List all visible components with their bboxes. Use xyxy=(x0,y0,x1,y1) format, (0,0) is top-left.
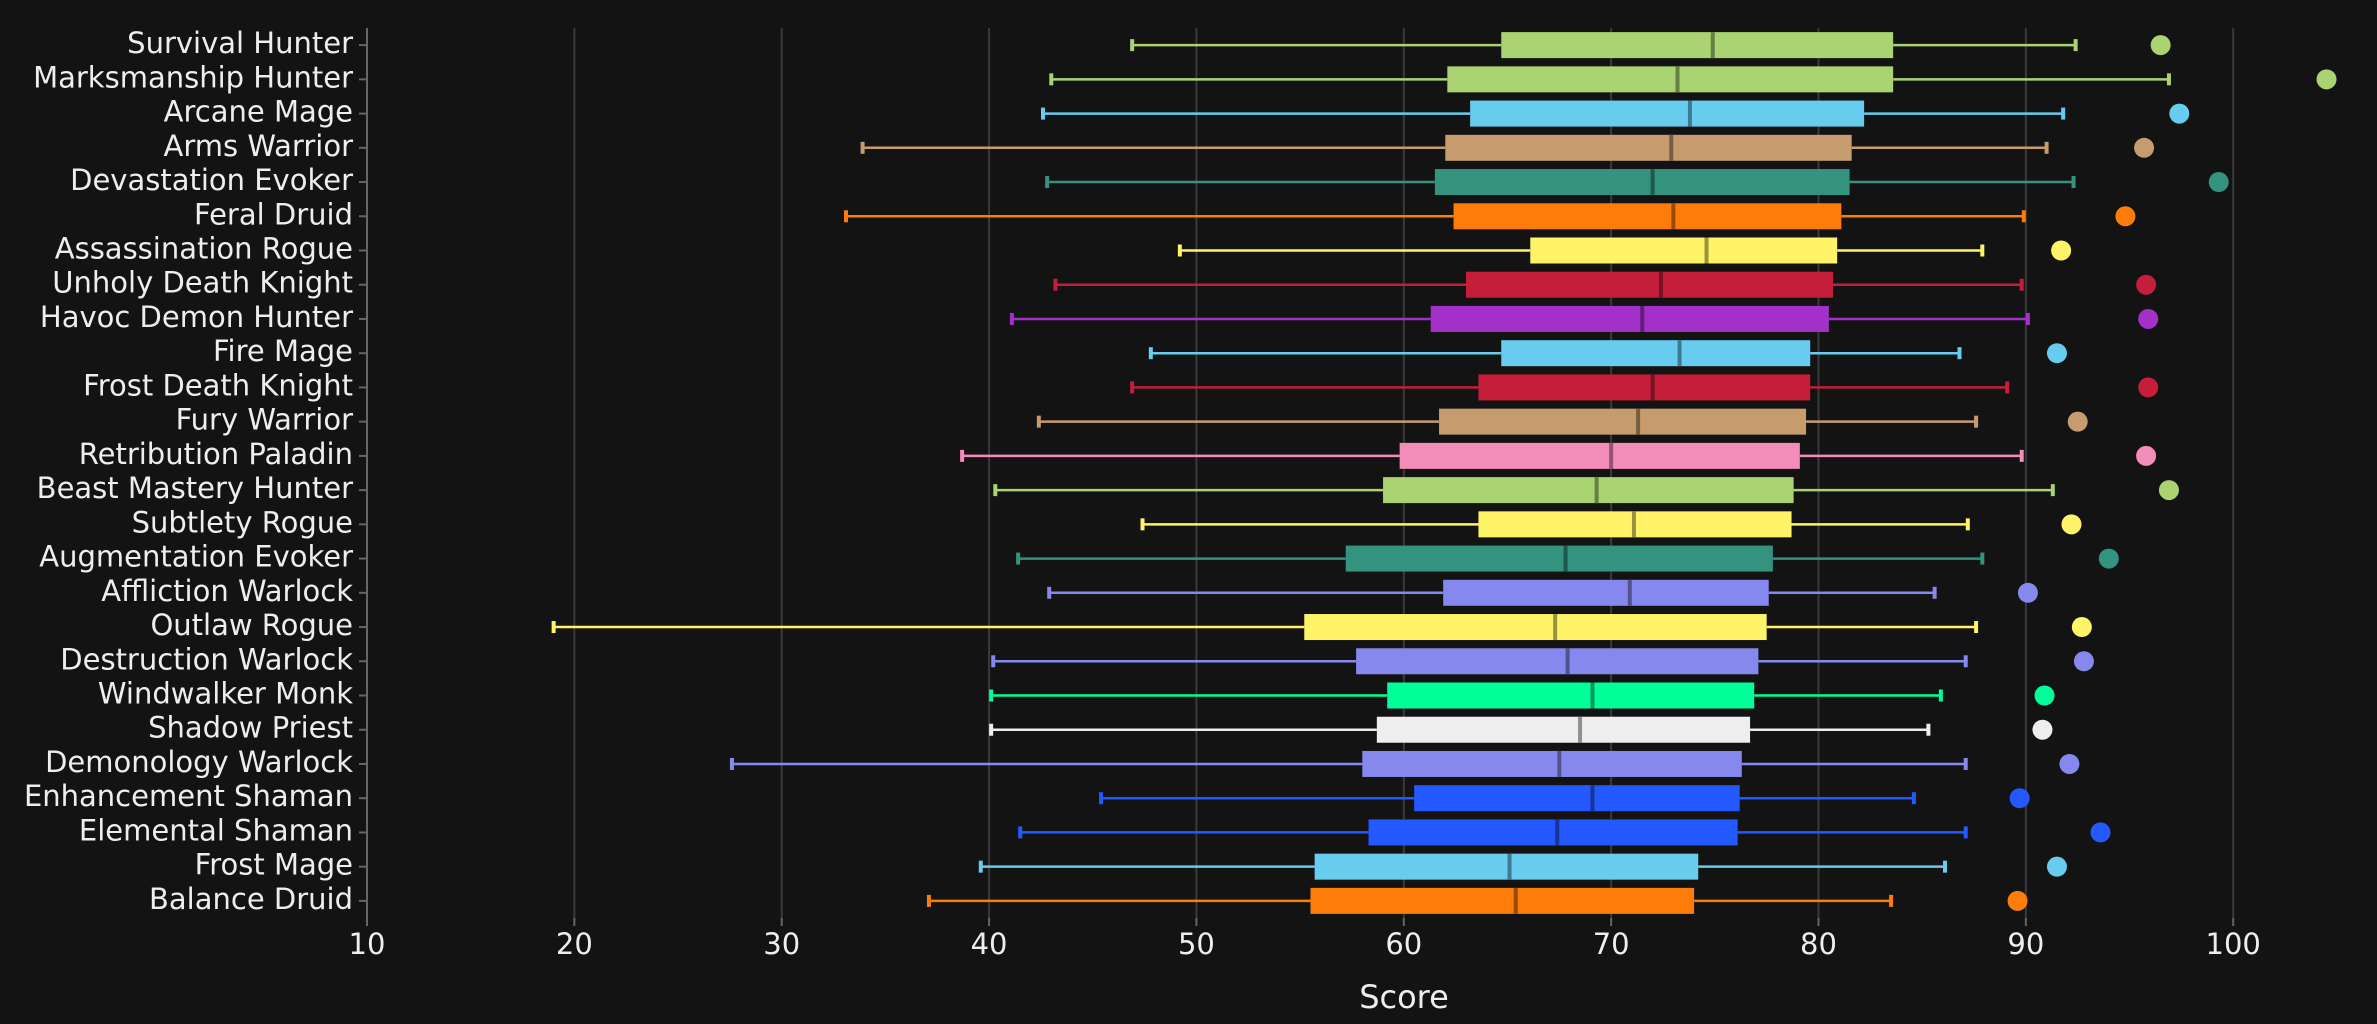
box xyxy=(1345,545,1773,572)
box xyxy=(1453,203,1842,230)
outlier xyxy=(2059,753,2080,774)
box xyxy=(1376,716,1751,743)
category-label: Retribution Paladin xyxy=(79,437,353,471)
box xyxy=(1414,785,1740,812)
outlier xyxy=(2098,548,2119,569)
outlier xyxy=(2034,685,2055,706)
outlier xyxy=(2158,480,2179,501)
category-label: Devastation Evoker xyxy=(70,163,353,197)
category-label: Augmentation Evoker xyxy=(39,540,353,574)
box xyxy=(1314,853,1699,880)
box xyxy=(1530,237,1838,264)
outlier xyxy=(2017,582,2038,603)
x-axis-title: Score xyxy=(1359,978,1449,1016)
box xyxy=(1368,819,1738,846)
outlier xyxy=(2138,377,2159,398)
x-tick-label: 30 xyxy=(763,927,800,961)
box xyxy=(1478,374,1811,401)
outlier xyxy=(2208,172,2229,193)
outlier xyxy=(2090,822,2111,843)
category-label: Frost Mage xyxy=(195,848,353,882)
box xyxy=(1399,442,1800,469)
outlier xyxy=(2067,411,2088,432)
outlier xyxy=(2138,308,2159,329)
category-label: Elemental Shaman xyxy=(79,813,353,847)
box xyxy=(1383,477,1794,504)
category-label: Subtlety Rogue xyxy=(132,505,353,539)
category-label: Fury Warrior xyxy=(176,403,354,437)
category-label: Destruction Warlock xyxy=(60,642,353,676)
outlier xyxy=(2046,343,2067,364)
category-label: Outlaw Rogue xyxy=(150,608,353,642)
category-label: Feral Druid xyxy=(194,197,353,231)
outlier xyxy=(2007,890,2028,911)
box xyxy=(1465,271,1834,298)
box xyxy=(1387,682,1755,709)
box xyxy=(1310,887,1695,914)
category-label: Havoc Demon Hunter xyxy=(40,300,353,334)
category-label: Fire Mage xyxy=(213,334,353,368)
outlier xyxy=(2073,651,2094,672)
x-tick-label: 90 xyxy=(2007,927,2044,961)
category-label: Frost Death Knight xyxy=(83,368,353,402)
category-label: Arms Warrior xyxy=(164,129,354,163)
outlier xyxy=(2136,274,2157,295)
outlier xyxy=(2316,69,2337,90)
category-label: Beast Mastery Hunter xyxy=(37,471,353,505)
x-tick-label: 50 xyxy=(1178,927,1215,961)
outlier xyxy=(2115,206,2136,227)
outlier xyxy=(2134,137,2155,158)
outlier xyxy=(2009,788,2030,809)
box xyxy=(1356,648,1759,675)
category-label: Demonology Warlock xyxy=(45,745,353,779)
outlier xyxy=(2046,856,2067,877)
box xyxy=(1443,579,1769,606)
box xyxy=(1362,750,1742,777)
x-tick-label: 40 xyxy=(971,927,1008,961)
x-tick-label: 70 xyxy=(1593,927,1630,961)
x-tick-label: 60 xyxy=(1385,927,1422,961)
outlier xyxy=(2071,617,2092,638)
category-label: Marksmanship Hunter xyxy=(33,60,353,94)
box xyxy=(1501,340,1811,367)
box xyxy=(1470,100,1865,127)
box xyxy=(1445,134,1852,161)
outlier xyxy=(2169,103,2190,124)
box xyxy=(1501,32,1894,59)
category-label: Enhancement Shaman xyxy=(24,779,353,813)
category-label: Shadow Priest xyxy=(148,711,353,745)
category-label: Survival Hunter xyxy=(127,26,353,60)
outlier xyxy=(2061,514,2082,535)
box xyxy=(1447,66,1894,93)
box xyxy=(1434,169,1850,196)
category-label: Assassination Rogue xyxy=(55,232,353,266)
outlier xyxy=(2051,240,2072,261)
outlier xyxy=(2136,445,2157,466)
category-label: Arcane Mage xyxy=(164,95,353,129)
outlier xyxy=(2150,35,2171,56)
box xyxy=(1430,305,1829,332)
category-label: Windwalker Monk xyxy=(98,677,353,711)
x-tick-label: 20 xyxy=(556,927,593,961)
category-label: Unholy Death Knight xyxy=(52,266,353,300)
x-tick-label: 80 xyxy=(1800,927,1837,961)
x-tick-label: 10 xyxy=(349,927,386,961)
x-tick-label: 100 xyxy=(2206,927,2261,961)
category-label: Balance Druid xyxy=(149,882,353,916)
box xyxy=(1304,614,1767,641)
category-label: Affliction Warlock xyxy=(101,574,353,608)
outlier xyxy=(2032,719,2053,740)
box xyxy=(1439,408,1807,435)
